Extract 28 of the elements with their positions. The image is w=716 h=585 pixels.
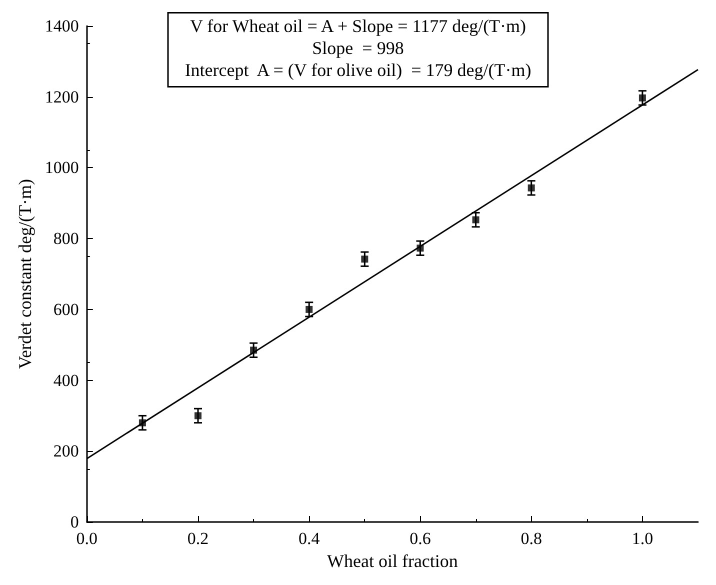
x-axis-title: Wheat oil fraction <box>326 551 458 571</box>
y-tick-label: 200 <box>53 442 79 461</box>
annotation: V for Wheat oil = A + Slope = 1177 deg/(T·m) <box>190 16 526 36</box>
point <box>528 184 535 192</box>
y-tick-label: 1200 <box>44 87 79 106</box>
y-tick-label: 400 <box>53 370 79 390</box>
y-axis-title: Verdet constant deg/(T·m) <box>15 179 35 369</box>
x-tick-label: 0.6 <box>410 529 431 548</box>
point <box>138 419 146 426</box>
annotation: Slope = 998 <box>312 38 404 58</box>
y-tick-label: 0 <box>70 512 79 532</box>
y-tick-label: 800 <box>53 229 79 248</box>
point <box>250 346 258 354</box>
point <box>416 244 424 252</box>
x-tick-label: 0.8 <box>520 529 542 548</box>
point <box>194 412 202 420</box>
x-tick-label: 0.4 <box>298 529 320 548</box>
point <box>472 216 480 224</box>
point <box>361 256 368 263</box>
annotation: Intercept A = (V for olive oil) = 179 deg/(T·m) <box>184 60 532 80</box>
x-tick-label: 0.0 <box>76 529 98 548</box>
point <box>638 94 646 102</box>
point <box>306 306 313 313</box>
y-tick-label: 1400 <box>44 16 79 36</box>
y-tick-label: 600 <box>53 300 79 319</box>
x-tick-label: 1.0 <box>632 529 654 548</box>
y-tick-label: 1000 <box>44 158 79 178</box>
x-tick-label: 0.2 <box>187 529 209 548</box>
